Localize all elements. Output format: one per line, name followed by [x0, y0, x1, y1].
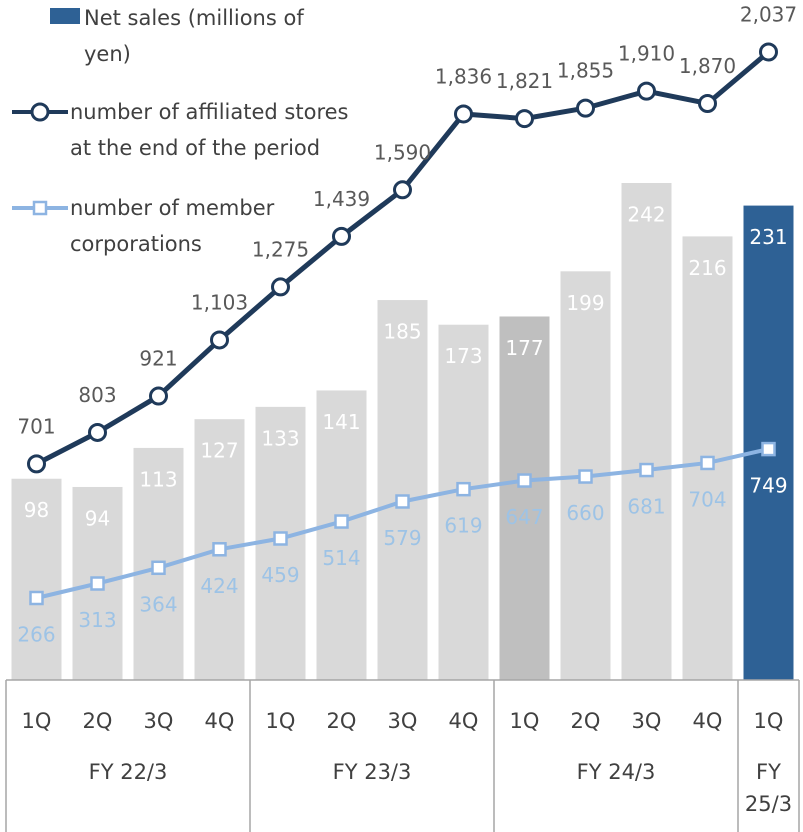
bar-value-label: 185 [383, 320, 421, 344]
point-label: 921 [139, 347, 177, 371]
bar-value-label: 113 [139, 467, 177, 491]
legend-swatch [50, 8, 80, 24]
legend-label: number of affiliated stores at the end o… [70, 100, 349, 160]
marker [700, 455, 715, 471]
marker [212, 542, 227, 557]
marker [576, 98, 595, 118]
marker [761, 441, 776, 457]
x-tick-label: 2Q [83, 709, 113, 733]
marker [210, 330, 229, 350]
marker [698, 93, 717, 113]
bar-value-label: 94 [85, 506, 110, 530]
group-label: FY 24/3 [576, 760, 656, 784]
x-tick-label: 4Q [693, 709, 723, 733]
point-label: 619 [444, 514, 482, 538]
bar [438, 324, 489, 680]
legend-label: Net sales (millions of yen) [84, 6, 304, 66]
point-label: 803 [78, 383, 116, 407]
bar-value-label: 242 [627, 203, 665, 227]
x-tick-label: 2Q [327, 709, 357, 733]
point-label: 1,836 [435, 64, 492, 88]
marker [334, 514, 349, 529]
point-label: 1,821 [496, 69, 553, 93]
bar-value-label: 127 [200, 439, 238, 463]
marker [578, 469, 593, 484]
point-label: 424 [200, 574, 238, 598]
marker [515, 109, 534, 129]
marker [393, 180, 412, 200]
legend-label: number of member corporations [70, 196, 275, 256]
point-label: 459 [261, 563, 299, 587]
marker [395, 494, 410, 509]
x-tick-label: 1Q [754, 709, 784, 733]
x-tick-label: 1Q [22, 709, 52, 733]
point-label: 579 [383, 526, 421, 550]
x-tick-label: 3Q [632, 709, 662, 733]
point-label: 1,870 [679, 54, 736, 78]
group-label: FY 22/3 [88, 760, 168, 784]
bar-value-label: 177 [505, 336, 543, 360]
point-label: 364 [139, 592, 177, 616]
marker [149, 386, 168, 406]
marker [27, 454, 46, 474]
marker [88, 422, 107, 442]
point-label: 1,439 [313, 187, 370, 211]
group-label: FY 23/3 [332, 760, 412, 784]
point-label: 1,910 [618, 42, 675, 66]
legend-marker [30, 102, 50, 122]
bar-value-label: 98 [24, 498, 49, 522]
point-label: 701 [17, 414, 55, 438]
marker [639, 462, 654, 478]
marker [271, 277, 290, 297]
point-label: 2,037 [740, 3, 797, 27]
x-tick-label: 4Q [449, 709, 479, 733]
bar [621, 183, 672, 680]
marker [29, 590, 44, 606]
point-label: 1,103 [191, 290, 248, 314]
x-tick-label: 2Q [571, 709, 601, 733]
marker [90, 576, 105, 591]
point-label: 660 [566, 501, 604, 525]
x-tick-label: 1Q [266, 709, 296, 733]
marker [273, 531, 288, 546]
x-tick-label: 4Q [205, 709, 235, 733]
point-label: 749 [749, 474, 787, 498]
point-label: 1,855 [557, 59, 614, 83]
bar [499, 316, 550, 680]
bar-value-label: 231 [749, 225, 787, 249]
point-label: 704 [688, 487, 726, 511]
point-label: 313 [78, 608, 116, 632]
bar [377, 300, 428, 680]
marker [637, 81, 656, 101]
bar [316, 390, 367, 680]
x-tick-label: 1Q [510, 709, 540, 733]
marker [332, 226, 351, 246]
bar-value-label: 141 [322, 410, 360, 434]
point-label: 681 [627, 495, 665, 519]
bar-value-label: 133 [261, 426, 299, 450]
point-label: 1,275 [252, 237, 309, 261]
point-label: 514 [322, 546, 360, 570]
x-tick-label: 3Q [388, 709, 418, 733]
point-label: 1,590 [374, 140, 431, 164]
bar-value-label: 173 [444, 344, 482, 368]
marker [456, 481, 471, 497]
marker [454, 104, 473, 124]
bar-value-label: 216 [688, 256, 726, 280]
x-tick-label: 3Q [144, 709, 174, 733]
marker [517, 473, 532, 488]
bar [11, 478, 62, 680]
marker [759, 42, 778, 62]
point-label: 647 [505, 505, 543, 529]
legend-marker [32, 200, 48, 216]
bar-value-label: 199 [566, 291, 604, 315]
group-label: FY 25/3 [744, 760, 793, 816]
marker [151, 560, 166, 576]
point-label: 266 [17, 622, 55, 646]
